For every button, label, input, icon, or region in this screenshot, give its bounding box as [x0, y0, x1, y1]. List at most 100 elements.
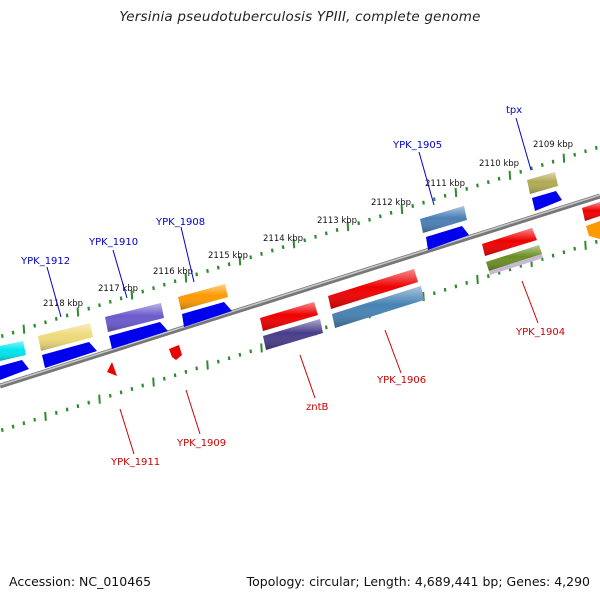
- minor-tick: [130, 387, 134, 391]
- feature-tpx[interactable]: [527, 172, 562, 211]
- major-tick: [584, 240, 587, 250]
- feature-zntb[interactable]: [260, 302, 323, 350]
- minor-tick: [551, 253, 555, 258]
- minor-tick: [530, 166, 533, 171]
- major-tick: [562, 153, 566, 163]
- minor-tick: [281, 245, 285, 250]
- minor-tick: [432, 291, 436, 296]
- minor-tick: [368, 217, 371, 222]
- minor-tick: [54, 410, 58, 415]
- label-tpx[interactable]: tpx: [506, 105, 522, 116]
- minor-tick: [443, 193, 447, 198]
- scale-label-2111: 2111 kbp: [425, 179, 465, 189]
- scale-label-2118: 2118 kbp: [43, 299, 83, 309]
- minor-tick: [584, 149, 587, 154]
- minor-tick: [184, 369, 188, 374]
- minor-tick: [314, 234, 317, 239]
- minor-tick: [260, 251, 263, 256]
- minor-tick: [141, 383, 145, 388]
- minor-tick: [238, 352, 242, 357]
- minor-tick: [44, 320, 47, 325]
- minor-tick: [141, 289, 145, 294]
- minor-tick: [108, 299, 112, 304]
- minor-tick: [119, 296, 123, 301]
- label-ypk-1910[interactable]: YPK_1910: [88, 237, 138, 248]
- major-tick: [454, 187, 458, 197]
- minor-tick: [33, 417, 37, 422]
- plus-gene-labels: tpx YPK_1905 YPK_1908 YPK_1910 YPK_1912: [20, 105, 522, 267]
- minor-tick: [54, 316, 58, 321]
- minor-tick: [378, 214, 382, 219]
- scale-label-2117: 2117 kbp: [98, 284, 138, 294]
- genome-backbone: [0, 193, 600, 389]
- scale-label-2114: 2114 kbp: [263, 234, 303, 244]
- label-zntb[interactable]: zntB: [306, 402, 329, 413]
- label-ypk-1904[interactable]: YPK_1904: [515, 327, 565, 338]
- minor-tick: [195, 272, 199, 277]
- minor-tick: [389, 210, 393, 215]
- minor-tick: [33, 323, 37, 328]
- genome-summary: Topology: circular; Length: 4,689,441 bp…: [246, 574, 590, 589]
- accession-text: Accession: NC_010465: [9, 574, 152, 589]
- label-ypk-1906[interactable]: YPK_1906: [376, 375, 426, 386]
- minor-tick: [357, 221, 361, 226]
- scale-label-2109: 2109 kbp: [533, 140, 573, 150]
- label-ypk-1912[interactable]: YPK_1912: [20, 256, 70, 267]
- minor-tick: [173, 373, 177, 378]
- minor-tick: [465, 186, 469, 191]
- minor-tick: [119, 390, 123, 395]
- minor-tick: [65, 407, 69, 412]
- minor-tick: [195, 366, 199, 371]
- label-ypk-1905[interactable]: YPK_1905: [392, 140, 442, 151]
- feature-ypk-1912[interactable]: [38, 323, 97, 368]
- feature-ypk-1905[interactable]: [420, 206, 469, 250]
- major-tick: [152, 377, 155, 387]
- minor-tick: [411, 204, 415, 208]
- minor-tick: [486, 274, 490, 279]
- minor-tick: [216, 359, 220, 364]
- minor-tick: [594, 239, 598, 244]
- minor-tick: [476, 183, 479, 188]
- feature-ypk-1904[interactable]: [482, 228, 543, 275]
- minor-tick: [98, 303, 101, 308]
- scale-label-2115: 2115 kbp: [208, 251, 248, 261]
- label-ypk-1908[interactable]: YPK_1908: [155, 217, 205, 228]
- minor-tick: [519, 169, 523, 174]
- minor-tick: [573, 152, 577, 157]
- minor-tick: [270, 248, 274, 253]
- minor-tick: [227, 356, 231, 361]
- minor-tick: [216, 265, 220, 270]
- minor-tick: [108, 393, 112, 398]
- minor-tick: [432, 197, 436, 202]
- minor-tick: [497, 176, 501, 181]
- minor-tick: [443, 287, 447, 292]
- genome-backbone-highlight: [0, 194, 600, 386]
- feature-ypk-1909[interactable]: [169, 345, 182, 360]
- feature-ypk-1910[interactable]: [105, 303, 168, 349]
- major-tick: [346, 222, 350, 232]
- label-ypk-1909[interactable]: YPK_1909: [176, 438, 226, 449]
- minor-tick: [206, 269, 209, 273]
- minor-tick: [324, 231, 328, 236]
- feature-left-cyan[interactable]: [0, 341, 29, 380]
- minor-tick: [162, 376, 166, 381]
- minor-tick: [11, 330, 15, 335]
- minor-tick: [465, 280, 469, 285]
- feature-ypk-1908[interactable]: [178, 284, 232, 327]
- label-ypk-1911[interactable]: YPK_1911: [110, 457, 160, 468]
- major-tick: [238, 256, 242, 266]
- scale-label-2112: 2112 kbp: [371, 198, 411, 208]
- feature-right-red[interactable]: [582, 202, 600, 239]
- feature-ypk-1906[interactable]: [328, 269, 424, 328]
- minor-tick: [87, 306, 91, 311]
- minor-tick: [551, 159, 555, 164]
- minor-tick: [0, 334, 4, 338]
- minor-tick: [173, 279, 177, 284]
- major-tick: [400, 204, 404, 215]
- feature-ypk-1911[interactable]: [107, 362, 117, 376]
- map-title: Yersinia pseudotuberculosis YPIII, compl…: [119, 9, 481, 25]
- minor-tick: [249, 349, 253, 354]
- minor-tick: [162, 282, 166, 287]
- minor-tick: [22, 421, 26, 426]
